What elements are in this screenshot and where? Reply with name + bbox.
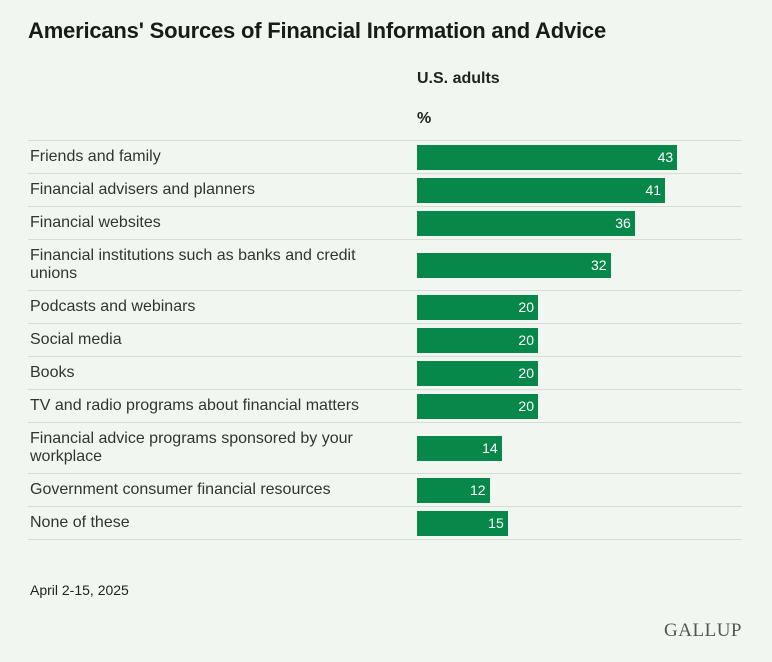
bar-row: Books 20 — [28, 356, 742, 389]
category-label: Friends and family — [30, 148, 161, 165]
bar-cell: 20 — [417, 327, 742, 353]
value-label: 36 — [615, 214, 631, 231]
category-label: None of these — [30, 514, 130, 531]
value-label: 15 — [488, 514, 504, 531]
category-label: Government consumer financial resources — [30, 481, 331, 498]
chart-title: Americans' Sources of Financial Informat… — [28, 18, 606, 43]
footnote: April 2-15, 2025 — [30, 582, 129, 598]
bar-row: Financial advisers and planners 41 — [28, 173, 742, 206]
bar-cell: 20 — [417, 393, 742, 419]
category-label: Social media — [30, 331, 122, 348]
bar — [417, 510, 508, 536]
bar-cell: 20 — [417, 360, 742, 386]
bar-row: TV and radio programs about financial ma… — [28, 389, 742, 422]
bar — [417, 435, 502, 461]
bar-cell: 41 — [417, 177, 742, 203]
bar-cell: 20 — [417, 294, 742, 320]
bar-cell: 14 — [417, 435, 742, 461]
bar — [417, 327, 538, 353]
bar-row: Social media 20 — [28, 323, 742, 356]
value-label: 20 — [518, 364, 534, 381]
bar-row: Financial institutions such as banks and… — [28, 239, 742, 290]
value-label: 20 — [518, 397, 534, 414]
bar — [417, 144, 678, 170]
bar — [417, 294, 538, 320]
bar-row: None of these 15 — [28, 506, 742, 539]
category-label: Financial advice programs sponsored by y… — [30, 430, 353, 465]
category-label: Financial advisers and planners — [30, 181, 256, 198]
bar-row: Financial advice programs sponsored by y… — [28, 422, 742, 473]
value-label: 20 — [518, 298, 534, 315]
category-label: TV and radio programs about financial ma… — [30, 397, 360, 414]
bar-cell: 32 — [417, 252, 742, 278]
bar-rows: Friends and family 43 Financial advisers a… — [28, 140, 742, 540]
bar — [417, 210, 635, 236]
bar-cell: 36 — [417, 210, 742, 236]
category-label: Books — [30, 364, 75, 381]
bar — [417, 177, 666, 203]
bar-row: Government consumer financial resources 1… — [28, 473, 742, 506]
bar — [417, 477, 490, 503]
category-label: Financial institutions such as banks and… — [30, 247, 356, 282]
value-label: 32 — [591, 256, 607, 273]
bar — [417, 252, 611, 278]
bar — [417, 393, 538, 419]
category-label: Podcasts and webinars — [30, 298, 196, 315]
bar-row: Podcasts and webinars 20 — [28, 290, 742, 323]
value-label: 14 — [482, 439, 498, 456]
bar-cell: 12 — [417, 477, 742, 503]
column-header: U.S. adults — [417, 70, 500, 87]
unit-label: % — [417, 110, 432, 127]
bar-row: Friends and family 43 — [28, 140, 742, 173]
value-label: 12 — [470, 481, 486, 498]
bar-cell: 43 — [417, 144, 742, 170]
category-label: Financial websites — [30, 214, 161, 231]
value-label: 41 — [645, 181, 662, 198]
source-logo: GALLUP — [664, 620, 742, 641]
value-label: 43 — [657, 148, 674, 165]
bar — [417, 360, 538, 386]
value-label: 20 — [518, 331, 534, 348]
bar-row: Financial websites 36 — [28, 206, 742, 239]
bar-cell: 15 — [417, 510, 742, 536]
